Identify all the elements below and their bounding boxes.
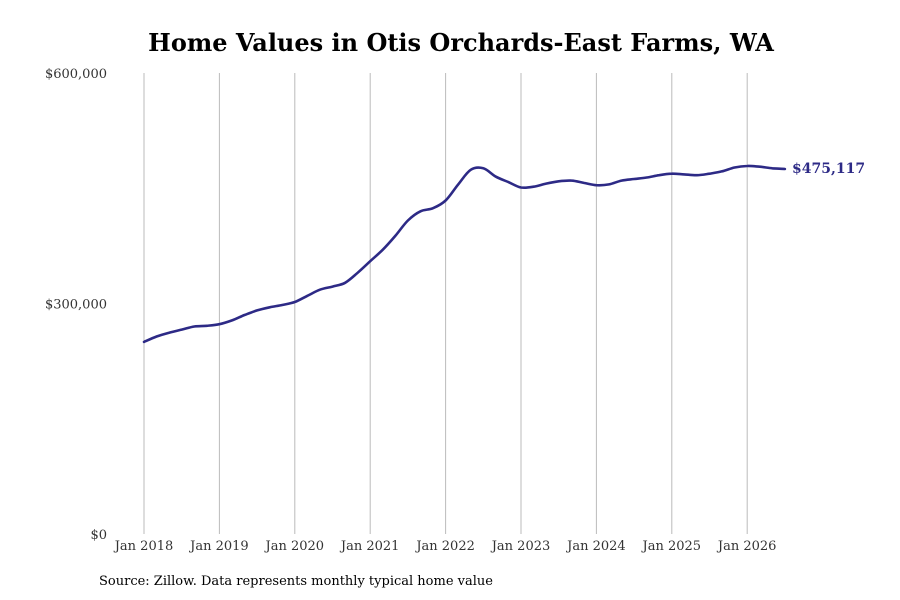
- x-tick-label: Jan 2024: [565, 539, 626, 554]
- series-line: [142, 164, 787, 344]
- y-tick-label: $0: [90, 528, 107, 543]
- chart-title: Home Values in Otis Orchards-East Farms,…: [148, 28, 774, 57]
- grid-layer: [143, 73, 748, 534]
- end-value-label: $475,117: [792, 161, 865, 177]
- label-layer: $475,117: [792, 161, 865, 177]
- x-tick-label: Jan 2018: [113, 539, 174, 554]
- x-tick-label: Jan 2020: [264, 539, 325, 554]
- y-tick-label: $300,000: [45, 298, 107, 313]
- x-tick-label: Jan 2026: [716, 539, 777, 554]
- x-tick-label: Jan 2023: [490, 539, 551, 554]
- y-tick-label: $600,000: [45, 67, 107, 82]
- source-note: Source: Zillow. Data represents monthly …: [99, 574, 493, 589]
- x-tick-label: Jan 2021: [339, 539, 400, 554]
- x-axis-ticks: Jan 2018 Jan 2019 Jan 2020 Jan 2021 Jan 2022…: [113, 539, 777, 554]
- series-layer: [142, 164, 787, 344]
- y-axis-ticks: $0 $300,000 $600,000: [45, 67, 107, 543]
- x-tick-label: Jan 2019: [188, 539, 249, 554]
- x-tick-label: Jan 2025: [641, 539, 702, 554]
- x-tick-label: Jan 2022: [414, 539, 475, 554]
